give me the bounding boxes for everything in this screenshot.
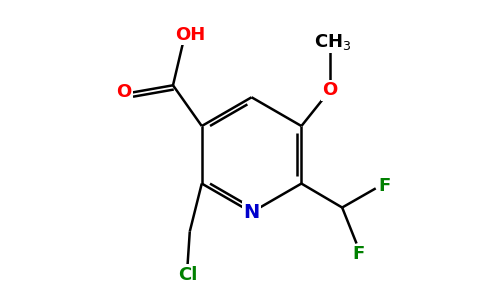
Text: F: F (353, 245, 365, 263)
Text: N: N (243, 203, 260, 222)
Text: CH$_3$: CH$_3$ (314, 32, 351, 52)
Text: OH: OH (175, 26, 205, 44)
Text: O: O (116, 83, 131, 101)
Text: Cl: Cl (178, 266, 197, 284)
Text: O: O (322, 81, 338, 99)
Text: F: F (378, 177, 391, 195)
